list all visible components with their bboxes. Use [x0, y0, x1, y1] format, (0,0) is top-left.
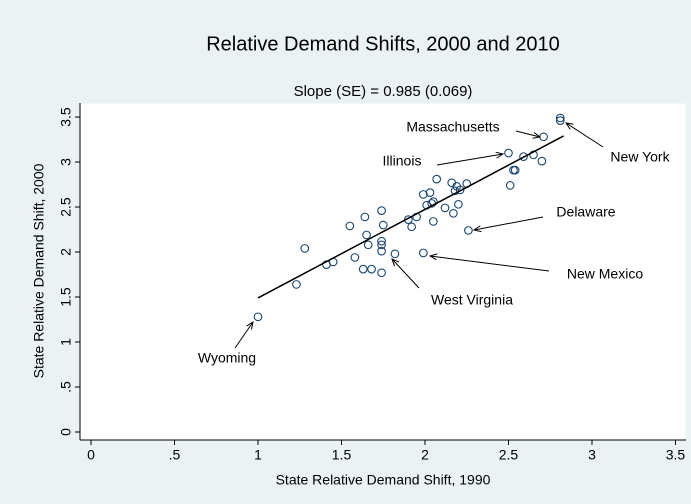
y-tick-label: 3	[58, 158, 74, 166]
y-tick-label: .5	[58, 381, 74, 393]
point	[440, 203, 450, 213]
point	[555, 113, 565, 123]
point	[292, 280, 301, 289]
point	[537, 156, 547, 166]
point	[390, 249, 400, 259]
annotation-arrow	[392, 259, 420, 289]
annotation: Delaware	[556, 204, 615, 220]
x-tick-label: .5	[169, 447, 181, 463]
annotation-arrow	[515, 130, 540, 137]
point	[510, 165, 520, 175]
point	[378, 220, 388, 230]
annotation: Illinois	[383, 153, 422, 169]
x-tick-label: 3	[588, 447, 596, 463]
point	[367, 264, 376, 274]
annotation: New Mexico	[567, 266, 643, 282]
point	[363, 240, 373, 250]
chart-title: Relative Demand Shifts, 2000 and 2010	[206, 33, 560, 55]
annotation-arrow	[566, 123, 604, 148]
point	[454, 199, 463, 209]
annotation-arrow	[474, 216, 544, 230]
point	[377, 236, 386, 246]
point	[555, 116, 565, 125]
x-tick-label: 3.5	[666, 447, 686, 463]
point	[360, 212, 370, 222]
point	[345, 221, 355, 231]
y-axis-label: State Relative Demand Shift, 2000	[31, 163, 47, 378]
point	[425, 188, 435, 197]
annotation-arrow	[430, 256, 550, 272]
point	[432, 174, 442, 184]
y-tick-label: 3.5	[58, 107, 74, 127]
annotation: New York	[610, 149, 670, 165]
point	[362, 230, 371, 240]
point	[377, 206, 386, 215]
y-tick-label: 1.5	[58, 287, 74, 307]
point	[418, 190, 428, 199]
point	[449, 208, 458, 218]
x-tick-label: 1	[254, 447, 262, 463]
x-tick-label: 0	[87, 447, 95, 463]
point	[505, 181, 515, 190]
x-axis-label: State Relative Demand Shift, 1990	[276, 472, 491, 488]
point	[377, 240, 386, 250]
annotation: Massachusetts	[406, 119, 499, 135]
y-tick-label: 2.5	[58, 197, 74, 217]
x-tick-label: 2	[421, 447, 429, 463]
annotation: Wyoming	[198, 350, 256, 366]
fit-line	[257, 135, 564, 299]
point	[464, 226, 473, 235]
point	[428, 217, 438, 226]
plot-region	[79, 102, 687, 441]
point	[350, 253, 360, 262]
y-tick-label: 2	[58, 248, 74, 256]
y-tick-label: 0	[58, 428, 74, 436]
point	[253, 312, 263, 322]
point	[504, 148, 513, 158]
annotation-arrow	[234, 322, 253, 349]
annotation: West Virginia	[431, 292, 513, 308]
point	[519, 152, 528, 161]
chart-subtitle: Slope (SE) = 0.985 (0.069)	[294, 83, 473, 100]
x-tick-label: 2.5	[499, 447, 519, 463]
annotation-arrow	[436, 154, 503, 166]
point	[418, 248, 428, 258]
point	[407, 222, 416, 232]
point	[455, 185, 465, 195]
y-tick-label: 1	[58, 338, 74, 346]
x-tick-label: 1.5	[332, 447, 352, 463]
point	[300, 244, 310, 253]
point	[358, 264, 368, 274]
point	[377, 246, 386, 256]
point	[377, 268, 386, 278]
